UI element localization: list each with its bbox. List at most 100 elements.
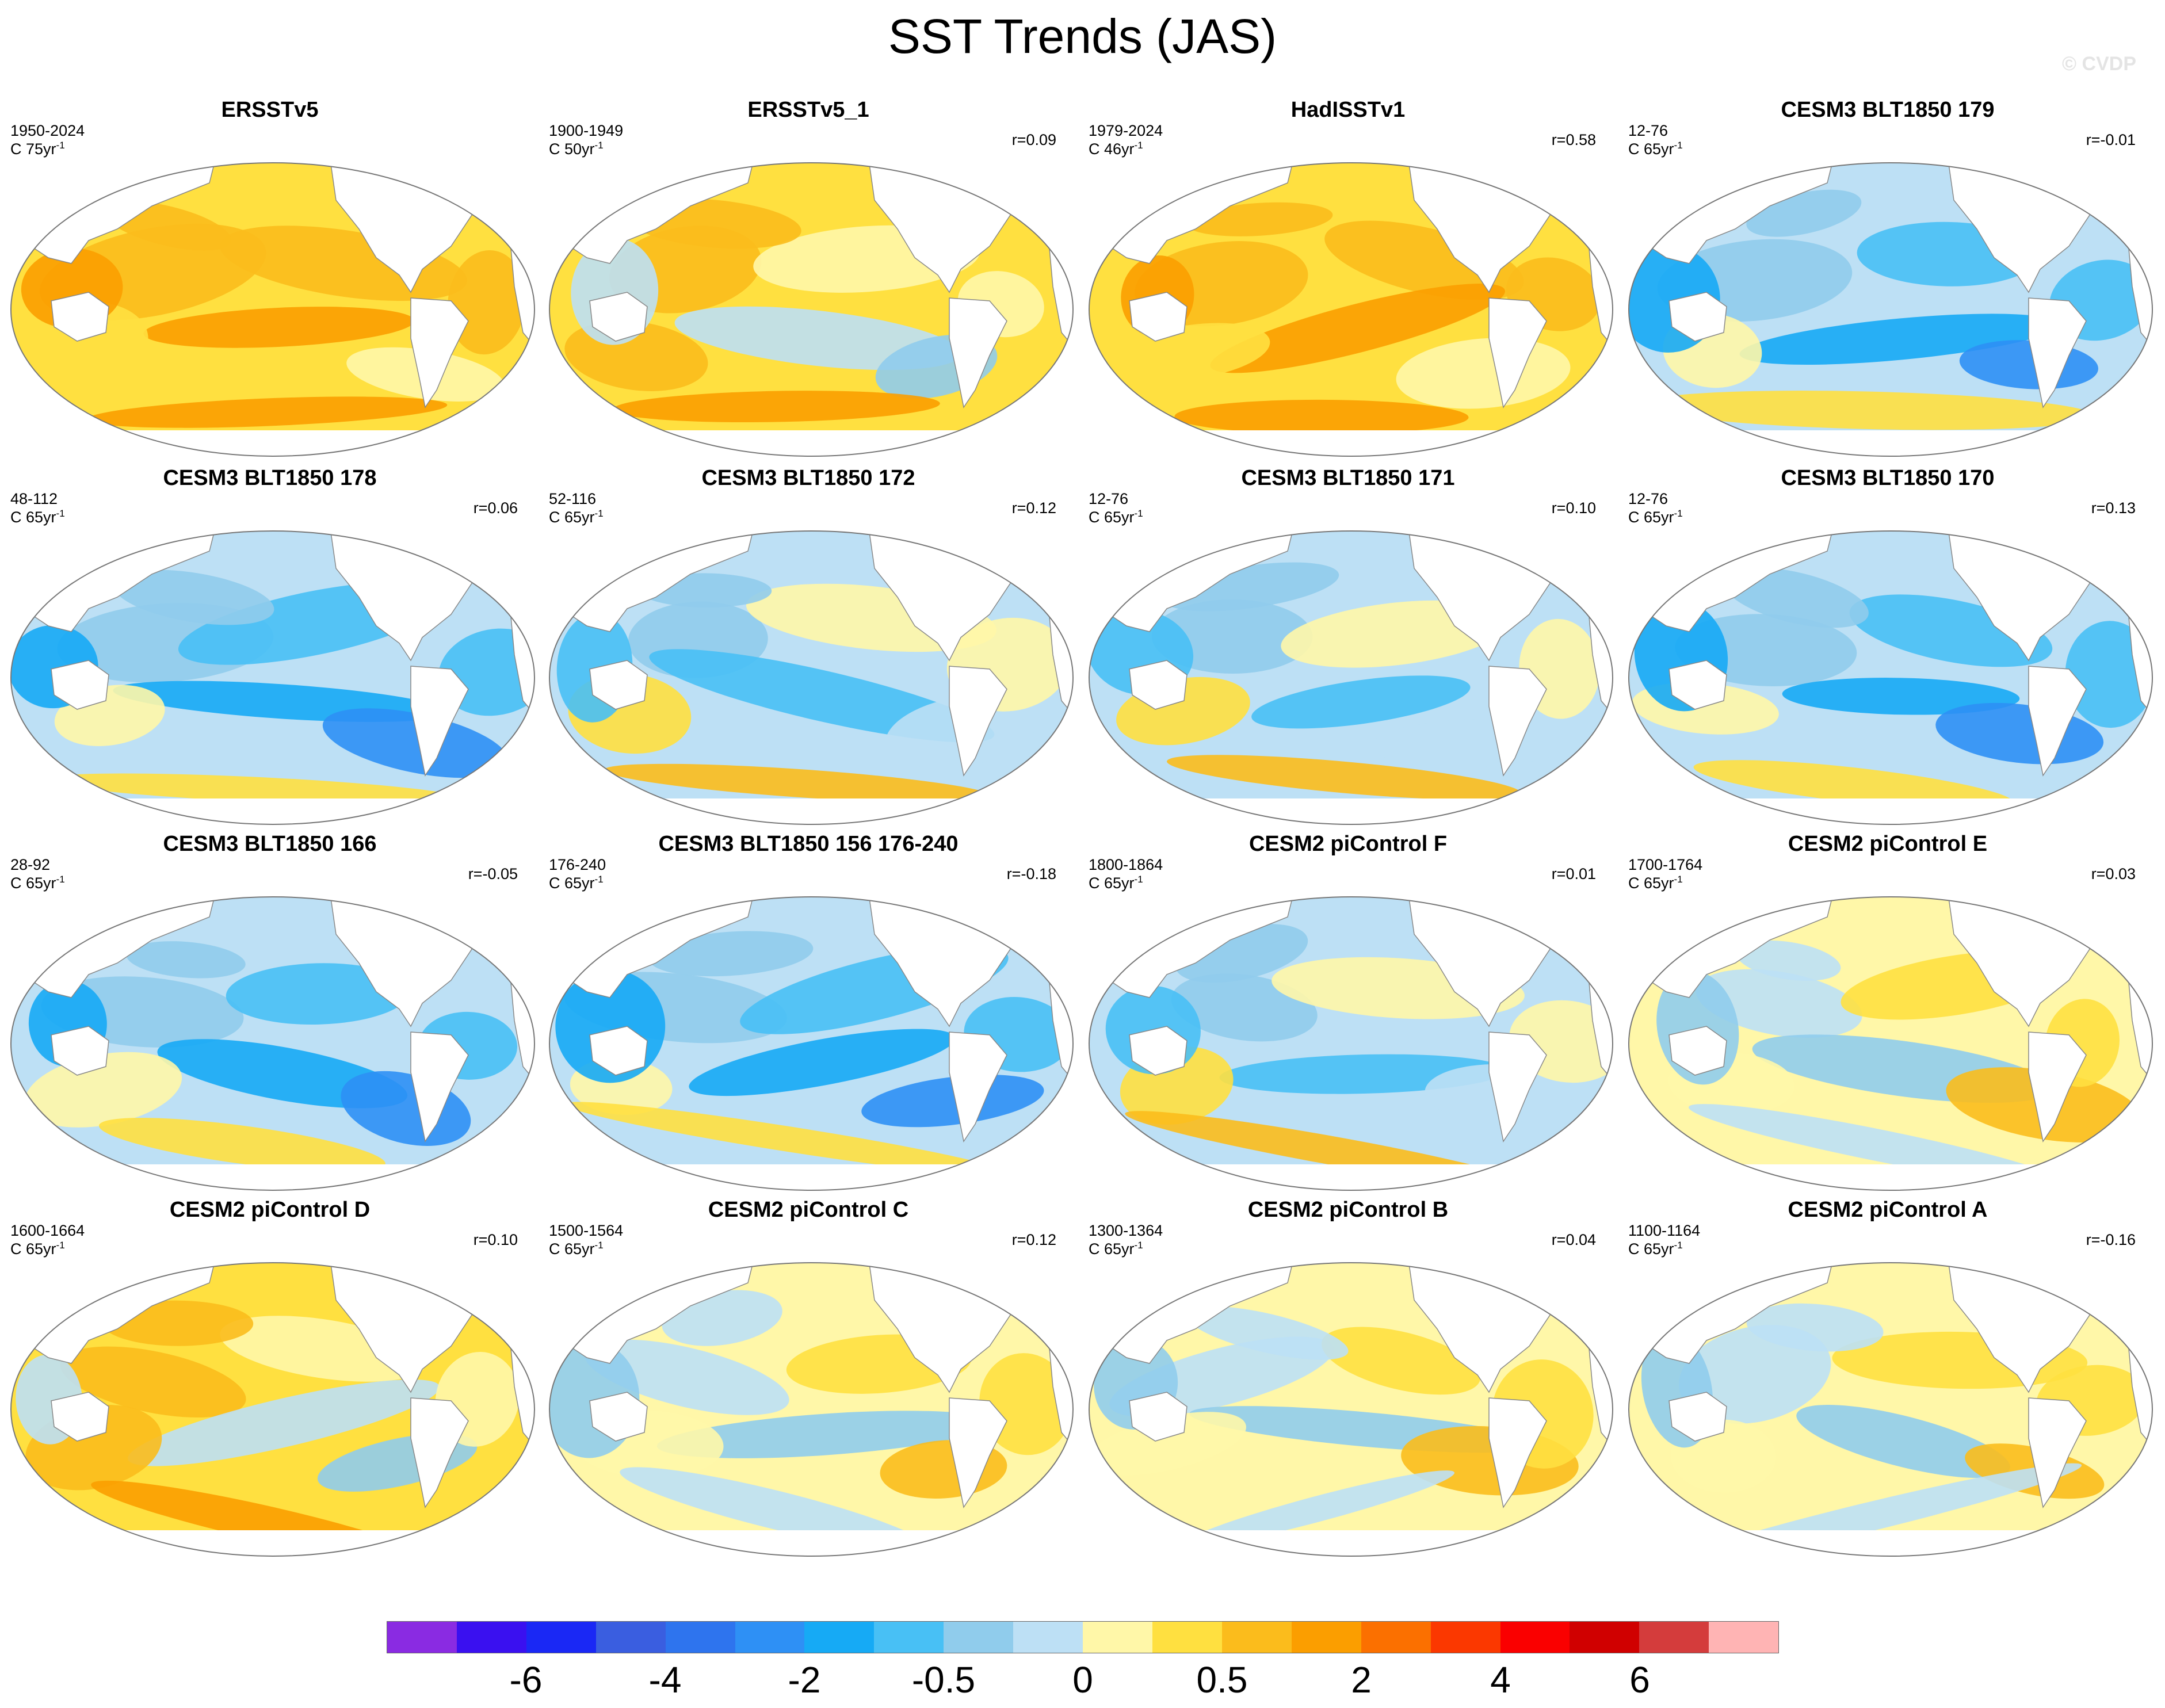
antarctic-mask [11, 1530, 534, 1556]
sst-trend-map [549, 162, 1074, 457]
sst-trend-map [549, 896, 1074, 1191]
trend-anomaly-patch [861, 1075, 1044, 1128]
panel-title: CESM2 piControl F [1248, 832, 1448, 856]
antarctic-mask [1629, 798, 2152, 824]
panel-correlation: r=0.12 [1011, 1231, 1056, 1248]
map-outline [549, 530, 1074, 825]
trend-anomaly-patch [128, 1379, 440, 1466]
land-mask [1668, 292, 1727, 342]
panel-title: CESM2 piControl E [1788, 832, 1988, 856]
panel-units-text: C 65yr [10, 509, 56, 526]
colorbar-tick-label: 0 [1072, 1659, 1093, 1701]
panel-units-exponent: -1 [1674, 508, 1683, 519]
panel-units-text: C 65yr [1089, 874, 1135, 892]
panel-years: 176-240 [549, 856, 606, 873]
colorbar-segment [804, 1622, 875, 1653]
colorbar-segment [944, 1622, 1014, 1653]
panel-units-text: C 65yr [1089, 1240, 1135, 1258]
map-panel: ERSSTv5 1950-2024 C 75yr-1 [0, 97, 540, 465]
map-panel: HadISSTv1 1979-2024 C 46yr-1 r=0.58 [1078, 97, 1618, 465]
land-mask [1488, 666, 1547, 777]
panel-units: C 75yr-1 [10, 140, 65, 158]
trend-anomaly-patch [113, 570, 274, 625]
land-mask [589, 1026, 648, 1076]
land-mask [949, 1397, 1007, 1508]
colorbar-segment [1430, 1622, 1500, 1653]
panel-units-text: C 65yr [1628, 140, 1674, 158]
land-mask [1668, 660, 1727, 710]
panel-years: 12-76 [1628, 122, 1668, 139]
map-outline [10, 162, 535, 457]
antarctic-mask [549, 1530, 1073, 1556]
trend-anomaly-patch [226, 963, 410, 1025]
colorbar-segment [387, 1622, 457, 1653]
panel-units: C 65yr-1 [549, 1240, 604, 1258]
map-outline [549, 162, 1074, 457]
trend-anomaly-patch [604, 763, 993, 803]
land-mask [410, 666, 469, 777]
trend-anomaly-patch [143, 307, 415, 348]
sst-trend-map [10, 1262, 535, 1557]
map-outline [1089, 896, 1613, 1191]
colorbar-segment [735, 1622, 805, 1653]
panel-title: CESM3 BLT1850 170 [1781, 466, 1995, 490]
panel-units: C 65yr-1 [549, 509, 604, 526]
panel-units-text: C 65yr [549, 874, 595, 892]
panel-title: CESM3 BLT1850 156 176-240 [658, 832, 959, 856]
map-panel: CESM3 BLT1850 179 12-76 C 65yr-1 r=-0.01 [1618, 97, 2158, 465]
land-mask [1129, 1026, 1187, 1076]
colorbar-segment [595, 1622, 666, 1653]
colorbar-tick-label: 6 [1629, 1659, 1650, 1701]
trend-anomaly-patch [1796, 1405, 2010, 1478]
map-panel: ERSSTv5_1 1900-1949 C 50yr-1 r=0.09 [539, 97, 1078, 465]
panel-units-text: C 65yr [1628, 1240, 1674, 1258]
trend-anomaly-patch [1746, 1303, 1884, 1352]
panel-units-exponent: -1 [594, 508, 604, 519]
panel-years: 1500-1564 [549, 1222, 624, 1239]
land-mask [410, 297, 469, 408]
trend-anomaly-patch [1089, 1412, 1246, 1476]
panel-correlation: r=-0.05 [468, 865, 518, 882]
colorbar-tick-label: -2 [788, 1659, 821, 1701]
panel-title: CESM3 BLT1850 171 [1241, 466, 1455, 490]
panel-units-exponent: -1 [594, 140, 604, 151]
colorbar-segment [1083, 1622, 1152, 1653]
panel-units-text: C 46yr [1089, 140, 1135, 158]
land-mask [51, 1392, 109, 1442]
land-mask [589, 660, 648, 710]
panel-correlation: r=0.13 [2091, 499, 2136, 517]
colorbar-tick-label: 2 [1351, 1659, 1372, 1701]
sst-trend-map [1628, 1262, 2153, 1557]
map-panel: CESM2 piControl B 1300-1364 C 65yr-1 r=0.04 [1078, 1197, 1618, 1565]
map-panel: CESM2 piControl C 1500-1564 C 65yr-1 r=0.12 [539, 1197, 1078, 1565]
sst-trend-map [10, 162, 535, 457]
panel-correlation: r=-0.16 [2086, 1231, 2136, 1248]
panel-title: HadISSTv1 [1290, 98, 1406, 122]
panel-correlation: r=-0.18 [1006, 865, 1056, 882]
panel-units-exponent: -1 [56, 874, 65, 885]
panel-title: CESM2 piControl D [169, 1198, 371, 1222]
trend-anomaly-patch [43, 773, 465, 805]
colorbar [387, 1621, 1779, 1653]
panel-units: C 46yr-1 [1089, 140, 1143, 158]
colorbar-segment [456, 1622, 526, 1653]
panel-units-text: C 65yr [1628, 509, 1674, 526]
map-outline [10, 530, 535, 825]
antarctic-mask [549, 798, 1073, 824]
antarctic-mask [549, 1164, 1073, 1190]
panel-correlation: r=0.06 [473, 499, 518, 517]
land-mask [2028, 1031, 2087, 1143]
land-mask [1668, 1026, 1727, 1076]
panel-units-exponent: -1 [1674, 1240, 1683, 1251]
map-panel: CESM3 BLT1850 170 12-76 C 65yr-1 r=0.13 [1618, 465, 2158, 833]
panel-years: 1979-2024 [1089, 122, 1163, 139]
panel-units-exponent: -1 [1674, 874, 1683, 885]
panel-units-exponent: -1 [1134, 1240, 1143, 1251]
land-mask [1129, 1392, 1187, 1442]
cvdp-watermark: © CVDP [2062, 53, 2136, 75]
land-mask [949, 297, 1007, 408]
land-mask [589, 292, 648, 342]
panel-years: 1900-1949 [549, 122, 624, 139]
land-mask [410, 1031, 469, 1143]
colorbar-segment [1500, 1622, 1570, 1653]
